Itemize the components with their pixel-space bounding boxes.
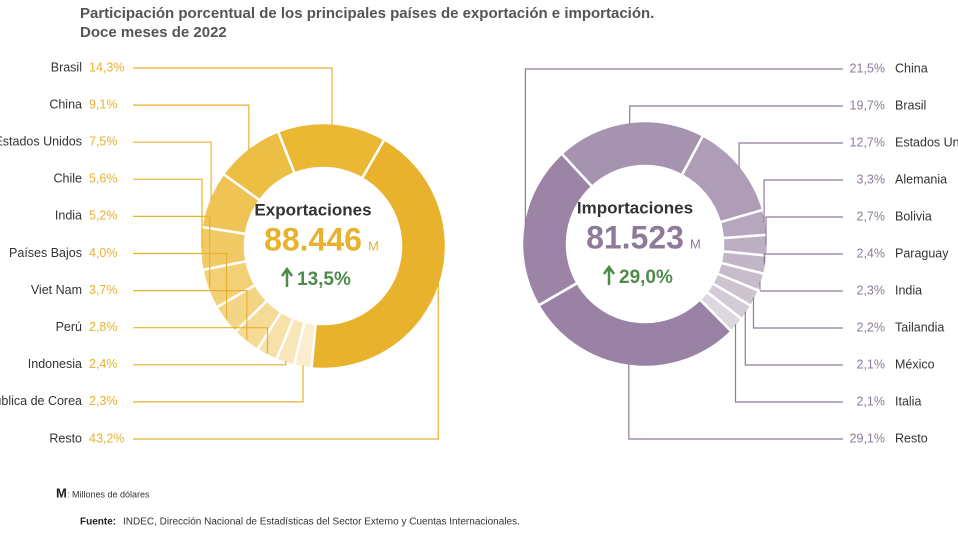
leader-line (744, 311, 843, 366)
change-label: 29,0% (619, 267, 673, 288)
value-label: 2,4% (857, 246, 886, 260)
slice-label: Paraguay (895, 246, 949, 260)
source-text: INDEC, Dirección Nacional de Estadística… (123, 517, 520, 528)
unit-symbol: M (56, 485, 67, 500)
slice-label: Alemania (895, 172, 947, 186)
slice-label: Bolivia (895, 209, 932, 223)
value-label: 2,2% (857, 320, 886, 334)
source-label: Fuente: (80, 517, 116, 528)
slice-label: Resto (895, 431, 928, 445)
center-total: 81.523 (586, 219, 684, 255)
slice-label: México (895, 357, 935, 371)
leader-line (133, 282, 439, 440)
leader-line (752, 297, 843, 329)
value-label: 2,8% (89, 320, 118, 334)
center-unit: M (368, 238, 379, 253)
leader-line (628, 363, 843, 440)
leader-line (524, 68, 843, 226)
leader-line (133, 67, 333, 126)
leader-line (765, 216, 843, 246)
slice-label: Estados Unidos (0, 134, 82, 148)
slice-label: Chile (54, 172, 83, 186)
slice-label: India (895, 283, 922, 297)
leader-line (763, 253, 843, 265)
leader-line (629, 105, 843, 124)
slice-label: Italia (895, 394, 921, 408)
slice-label: Indonesia (28, 357, 82, 371)
slice-label: China (895, 61, 928, 75)
slice-label: Tailandia (895, 320, 944, 334)
value-label: 2,1% (857, 394, 886, 408)
value-label: 9,1% (89, 97, 118, 111)
leader-line (759, 281, 843, 292)
leader-line (738, 142, 843, 168)
leader-line (763, 179, 843, 223)
leader-line (133, 215, 211, 289)
center-label: Exportaciones (254, 200, 371, 219)
slice-label: Estados Unidos (895, 135, 958, 149)
slice-label: Viet Nam (31, 283, 82, 297)
value-label: 14,3% (89, 60, 124, 74)
slice (559, 119, 705, 189)
value-label: 4,0% (89, 246, 118, 260)
slice (221, 129, 297, 203)
leader-line (133, 178, 203, 249)
value-label: 12,7% (850, 135, 885, 149)
slice-label: República de Corea (0, 394, 82, 408)
leader-line (133, 290, 248, 341)
change-label: 13,5% (297, 269, 351, 290)
leader-line (734, 324, 843, 403)
value-label: 2,3% (857, 283, 886, 297)
value-label: 5,6% (89, 172, 118, 186)
slice-label: Brasil (51, 60, 82, 74)
center-total: 88.446 (264, 221, 362, 257)
center-label: Importaciones (577, 198, 693, 217)
chart-title: Participación porcentual de los principa… (80, 5, 654, 22)
leader-line (133, 365, 304, 403)
leader-line (133, 252, 228, 320)
value-label: 29,1% (850, 431, 885, 445)
value-label: 3,3% (857, 172, 886, 186)
value-label: 43,2% (89, 431, 124, 445)
leader-line (133, 361, 287, 366)
center-unit: M (690, 236, 701, 251)
value-label: 21,5% (850, 61, 885, 75)
slice-label: Resto (49, 431, 82, 445)
value-label: 2,1% (857, 357, 886, 371)
change-arrow (602, 264, 616, 285)
leader-line (133, 141, 212, 200)
value-label: 2,7% (857, 209, 886, 223)
slice (198, 225, 248, 272)
slice (214, 283, 269, 334)
value-label: 2,4% (89, 357, 118, 371)
slice (200, 259, 258, 310)
value-label: 5,2% (89, 209, 118, 223)
slice-label: Perú (56, 320, 82, 334)
value-label: 19,7% (850, 98, 885, 112)
leader-line (133, 327, 269, 354)
slice-label: Brasil (895, 98, 926, 112)
slice (310, 137, 448, 371)
value-label: 7,5% (89, 134, 118, 148)
slice-label: India (55, 209, 82, 223)
slice-label: Países Bajos (9, 246, 82, 260)
leader-line (133, 104, 250, 151)
slice (200, 172, 262, 236)
value-label: 2,3% (89, 394, 118, 408)
slice-label: China (49, 97, 82, 111)
chart-subtitle: Doce meses de 2022 (80, 24, 227, 41)
change-arrow (280, 266, 294, 287)
unit-note: : Millones de dólares (67, 489, 150, 499)
slice (536, 281, 734, 369)
value-label: 3,7% (89, 283, 118, 297)
